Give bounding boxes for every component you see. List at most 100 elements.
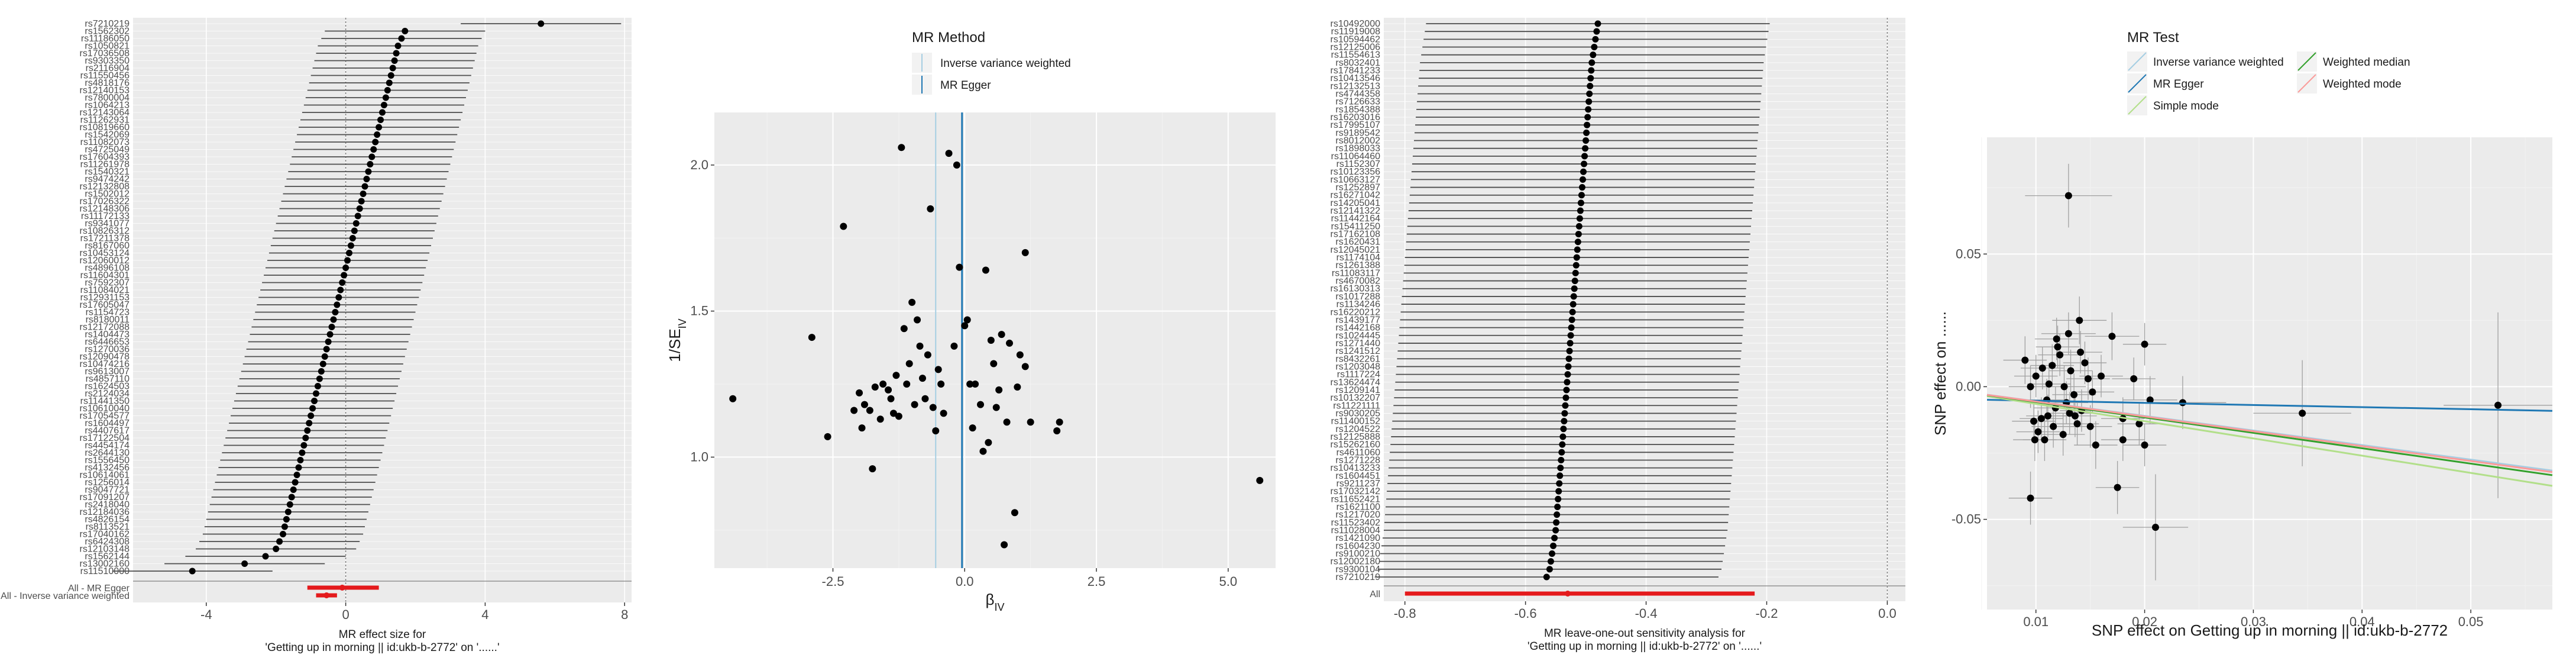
snp-point bbox=[1587, 82, 1594, 89]
snp-label: rs12045021 bbox=[1330, 245, 1380, 255]
snp-label: rs1203048 bbox=[1335, 362, 1380, 372]
funnel-point bbox=[892, 372, 900, 379]
snp-point bbox=[1588, 59, 1596, 66]
legend-key-line bbox=[2128, 96, 2147, 115]
snp-point bbox=[2054, 343, 2062, 351]
snp-point bbox=[2056, 351, 2064, 359]
snp-point bbox=[391, 57, 398, 64]
snp-point bbox=[1563, 386, 1570, 394]
funnel-point bbox=[927, 205, 934, 212]
funnel-point bbox=[932, 427, 940, 435]
snp-point bbox=[318, 368, 325, 375]
legend-label: MR Egger bbox=[940, 79, 991, 92]
snp-point bbox=[1569, 301, 1577, 308]
snp-label: rs1152307 bbox=[1336, 159, 1381, 169]
snp-label: rs11221111 bbox=[1333, 401, 1380, 411]
legend-label: MR Egger bbox=[2153, 78, 2204, 91]
legend-key-line bbox=[2128, 52, 2147, 71]
snp-label: rs17605047 bbox=[79, 300, 130, 310]
snp-point bbox=[2027, 494, 2034, 502]
snp-label: rs10413233 bbox=[1330, 463, 1380, 473]
snp-label: rs13002160 bbox=[79, 559, 130, 569]
snp-point bbox=[1562, 394, 1569, 401]
snp-label: rs9047721 bbox=[85, 485, 130, 495]
x-tick-label: -0.8 bbox=[1394, 606, 1416, 621]
snp-point bbox=[1557, 465, 1564, 472]
snp-point bbox=[1591, 44, 1598, 51]
snp-label: rs8113521 bbox=[86, 522, 130, 532]
snp-point bbox=[2299, 410, 2306, 417]
y-axis-title: 1/SEIV bbox=[666, 318, 688, 362]
funnel-point bbox=[995, 386, 1003, 394]
legend-key-line bbox=[2297, 52, 2316, 71]
snp-label: rs1261388 bbox=[1335, 260, 1380, 270]
snp-point bbox=[1564, 371, 1571, 378]
snp-point bbox=[292, 479, 299, 486]
snp-point bbox=[372, 138, 379, 146]
snp-label: rs9341077 bbox=[85, 219, 130, 229]
snp-label: rs12132513 bbox=[1330, 81, 1380, 91]
funnel-point bbox=[1011, 509, 1018, 517]
snp-point bbox=[1554, 511, 1561, 518]
x-axis-title: MR effect size for 'Getting up in morning… bbox=[265, 628, 499, 654]
snp-point bbox=[1547, 558, 1554, 565]
summary-label: All bbox=[1370, 589, 1380, 599]
snp-label: rs9189542 bbox=[1335, 128, 1380, 138]
snp-label: rs8032401 bbox=[1335, 58, 1380, 68]
funnel-point bbox=[879, 381, 887, 388]
snp-point bbox=[337, 286, 344, 294]
funnel-point bbox=[903, 381, 911, 388]
funnel-point bbox=[924, 351, 931, 359]
snp-label: rs17122504 bbox=[79, 433, 130, 443]
snp-point bbox=[1573, 254, 1580, 261]
snp-point bbox=[2494, 401, 2502, 409]
snp-point bbox=[1577, 199, 1584, 207]
x-tick-label: 0.02 bbox=[2132, 614, 2157, 629]
y-axis-title: SNP effect on ...... bbox=[1931, 311, 1949, 436]
snp-point bbox=[2034, 428, 2042, 436]
funnel-point bbox=[1021, 363, 1029, 370]
snp-label: rs10826312 bbox=[79, 226, 130, 236]
snp-point bbox=[2050, 423, 2057, 430]
funnel-point bbox=[887, 395, 895, 402]
y-tick-label: 0.05 bbox=[1956, 246, 1981, 261]
x-tick-label: -2.5 bbox=[822, 574, 844, 589]
snp-label: rs1050821 bbox=[85, 41, 130, 51]
snp-label: rs11550456 bbox=[80, 71, 130, 81]
snp-label: rs4670082 bbox=[1335, 276, 1380, 286]
snp-point bbox=[286, 501, 293, 508]
snp-label: rs10594462 bbox=[1330, 34, 1380, 44]
snp-point bbox=[241, 560, 248, 567]
legend-key-line bbox=[2297, 74, 2316, 93]
snp-point bbox=[1578, 192, 1585, 199]
snp-point bbox=[293, 472, 300, 478]
snp-point bbox=[2045, 380, 2053, 388]
snp-label: rs11652421 bbox=[1331, 494, 1380, 504]
funnel-point bbox=[982, 266, 989, 274]
snp-point bbox=[2086, 423, 2094, 430]
snp-label: rs12931153 bbox=[80, 293, 130, 303]
snp-label: rs9300104 bbox=[1335, 565, 1380, 575]
snp-label: rs1556450 bbox=[85, 456, 130, 466]
y-tick-label: 0.00 bbox=[1956, 379, 1981, 394]
snp-point bbox=[402, 28, 409, 34]
leave-one-out-panel: rs10492000rs11919008rs10594462rs12125006… bbox=[1330, 18, 1905, 653]
snp-point bbox=[2032, 372, 2040, 380]
snp-point bbox=[1584, 114, 1591, 121]
snp-label: rs4896108 bbox=[85, 263, 130, 273]
snp-label: rs10819660 bbox=[79, 123, 130, 133]
snp-label: rs1270036 bbox=[85, 344, 130, 354]
snp-point bbox=[398, 35, 405, 42]
snp-point bbox=[288, 494, 295, 501]
snp-label: rs16271042 bbox=[1330, 191, 1380, 201]
x-axis-title: MR leave-one-out sensitivity analysis fo… bbox=[1528, 627, 1762, 653]
snp-point bbox=[374, 131, 381, 138]
snp-label: rs4818176 bbox=[85, 78, 130, 88]
snp-label: rs10123356 bbox=[1330, 167, 1380, 177]
funnel-point bbox=[992, 404, 1000, 411]
snp-label: rs7592307 bbox=[85, 278, 130, 288]
snp-label: rs10132207 bbox=[1330, 393, 1380, 403]
snp-label: rs1624503 bbox=[85, 382, 130, 392]
snp-label: rs1621100 bbox=[1336, 502, 1381, 512]
snp-label: rs11919008 bbox=[1331, 27, 1380, 37]
